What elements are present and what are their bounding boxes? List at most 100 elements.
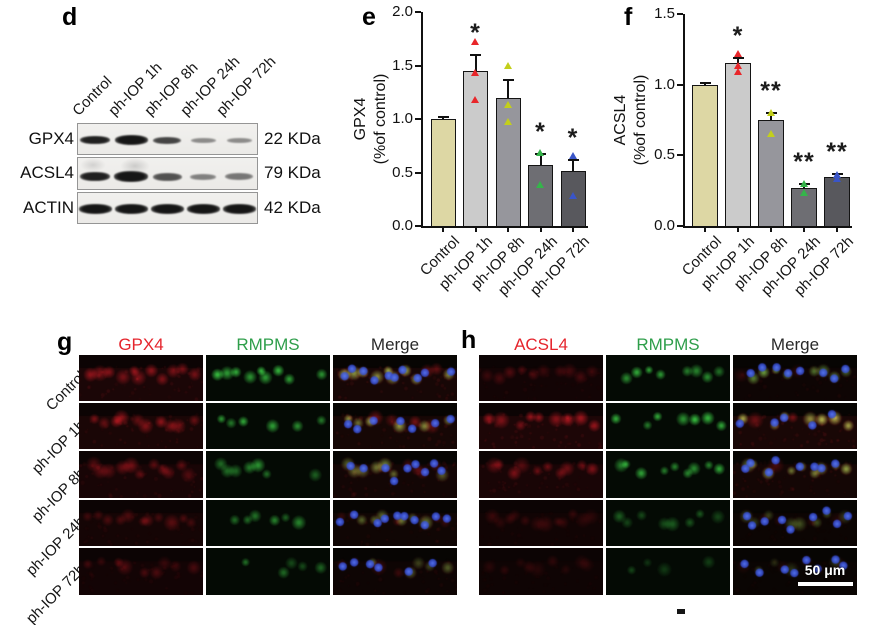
error-cap [502, 79, 514, 82]
y-tick-label: 0.0 [392, 217, 413, 234]
blot-mw-gpx4: 22 KDa [264, 129, 321, 148]
x-tick [770, 228, 772, 232]
x-axis-f [683, 226, 852, 228]
micrograph-h-row1-merge [733, 403, 857, 449]
y-axis-e [421, 12, 423, 226]
data-point [832, 175, 841, 183]
y-tick [415, 171, 421, 174]
micrograph-h-row0-merge [733, 355, 857, 401]
panel-f-label: f [624, 3, 633, 31]
bar-ph-iop-1h [463, 70, 488, 226]
data-point [733, 49, 742, 57]
error-bar [572, 159, 574, 172]
error-bar [442, 116, 444, 119]
error-bar [770, 112, 772, 120]
x-tick [704, 228, 706, 232]
data-point [799, 179, 808, 187]
x-tick [803, 228, 805, 232]
micrograph-g-row0-green [206, 355, 330, 401]
data-point [503, 118, 512, 126]
stray-mark [677, 609, 685, 614]
blot-band [153, 136, 181, 144]
scale-bar [798, 582, 853, 586]
bar-ph-iop-8h [495, 97, 521, 226]
y-tick [677, 83, 683, 86]
micrograph-h-row4-green [606, 548, 730, 595]
blot-band [78, 204, 112, 214]
y-tick-label: 0.5 [654, 146, 675, 164]
data-point [536, 149, 544, 157]
blot-protein-gpx4: GPX4 [28, 129, 74, 148]
micrograph-g-row4-merge [333, 548, 457, 595]
y-tick-label: 1.0 [392, 110, 413, 127]
blot-mw-acsl4: 79 KDa [264, 163, 321, 182]
error-cap [437, 115, 449, 118]
significance-e-3: * [535, 118, 546, 147]
micrograph-h-row4-red [479, 548, 603, 595]
blot-band [80, 136, 110, 144]
blot-band [190, 137, 216, 143]
blot-smudge [80, 158, 106, 172]
x-tick [507, 228, 509, 232]
error-cap [567, 158, 579, 161]
significance-f-1: * [732, 21, 744, 50]
data-point [568, 152, 577, 160]
micrograph-g-row1-red [79, 403, 203, 449]
y-tick [677, 225, 683, 227]
micrograph-h-row2-merge [733, 451, 857, 498]
y-tick [415, 11, 421, 13]
x-tick [442, 228, 444, 232]
y-tick [415, 64, 421, 67]
micrograph-g-row2-green [206, 451, 330, 498]
g-col-header-rmpms: RMPMS [236, 335, 300, 354]
g-col-header-gpx4: GPX4 [118, 335, 164, 354]
micrograph-g-row0-merge [333, 355, 457, 401]
scale-bar-label: 50 μm [804, 562, 846, 578]
y-tick [677, 13, 683, 15]
data-point [799, 189, 808, 197]
micrograph-h-row2-red [479, 451, 603, 498]
y-tick-label: 1.0 [654, 75, 675, 93]
blot-band [114, 204, 148, 214]
micrograph-h-row1-red [479, 403, 603, 449]
h-col-header-rmpms: RMPMS [636, 335, 700, 354]
micrograph-h-row4-merge [733, 548, 857, 595]
error-bar [507, 80, 509, 98]
micrograph-g-row3-green [206, 500, 330, 546]
blot-band [80, 172, 110, 181]
blot-band [190, 173, 216, 180]
error-bar [474, 54, 477, 71]
micrograph-h-row0-red [479, 355, 603, 401]
bar-control [692, 84, 718, 226]
blot-band [186, 204, 220, 214]
row-label-control: Control [42, 368, 90, 415]
data-point [471, 68, 479, 76]
micrograph-h-row3-red [479, 500, 603, 546]
significance-f-3: ** [793, 147, 815, 176]
panel-h-label: h [461, 326, 477, 354]
y-tick-label: 1.5 [392, 56, 413, 74]
significance-e-4: * [567, 123, 579, 152]
data-point [733, 62, 742, 70]
micrograph-h-row2-green [606, 451, 730, 498]
blot-protein-acsl4: ACSL4 [20, 163, 74, 182]
panel-e-label: e [362, 3, 376, 31]
error-bar [704, 83, 706, 86]
blot-smudge [120, 158, 150, 174]
x-axis-e [421, 226, 588, 228]
data-point [832, 171, 841, 179]
micrograph-g-row4-red [79, 548, 203, 595]
y-axis-title-f: ACSL4 (%of control) [612, 74, 649, 166]
data-point [503, 101, 512, 109]
micrograph-h-row3-green [606, 500, 730, 546]
y-tick-label: 2.0 [392, 3, 413, 20]
micrograph-h-row1-green [606, 403, 730, 449]
micrograph-g-row2-red [79, 451, 203, 498]
x-tick [737, 228, 739, 232]
micrograph-g-row3-merge [333, 500, 457, 546]
h-col-header-merge: Merge [770, 335, 820, 354]
data-point [766, 108, 775, 116]
bar-ph-iop-72h [824, 176, 850, 226]
bar-ph-iop-1h [725, 63, 751, 226]
error-bar [539, 154, 542, 165]
